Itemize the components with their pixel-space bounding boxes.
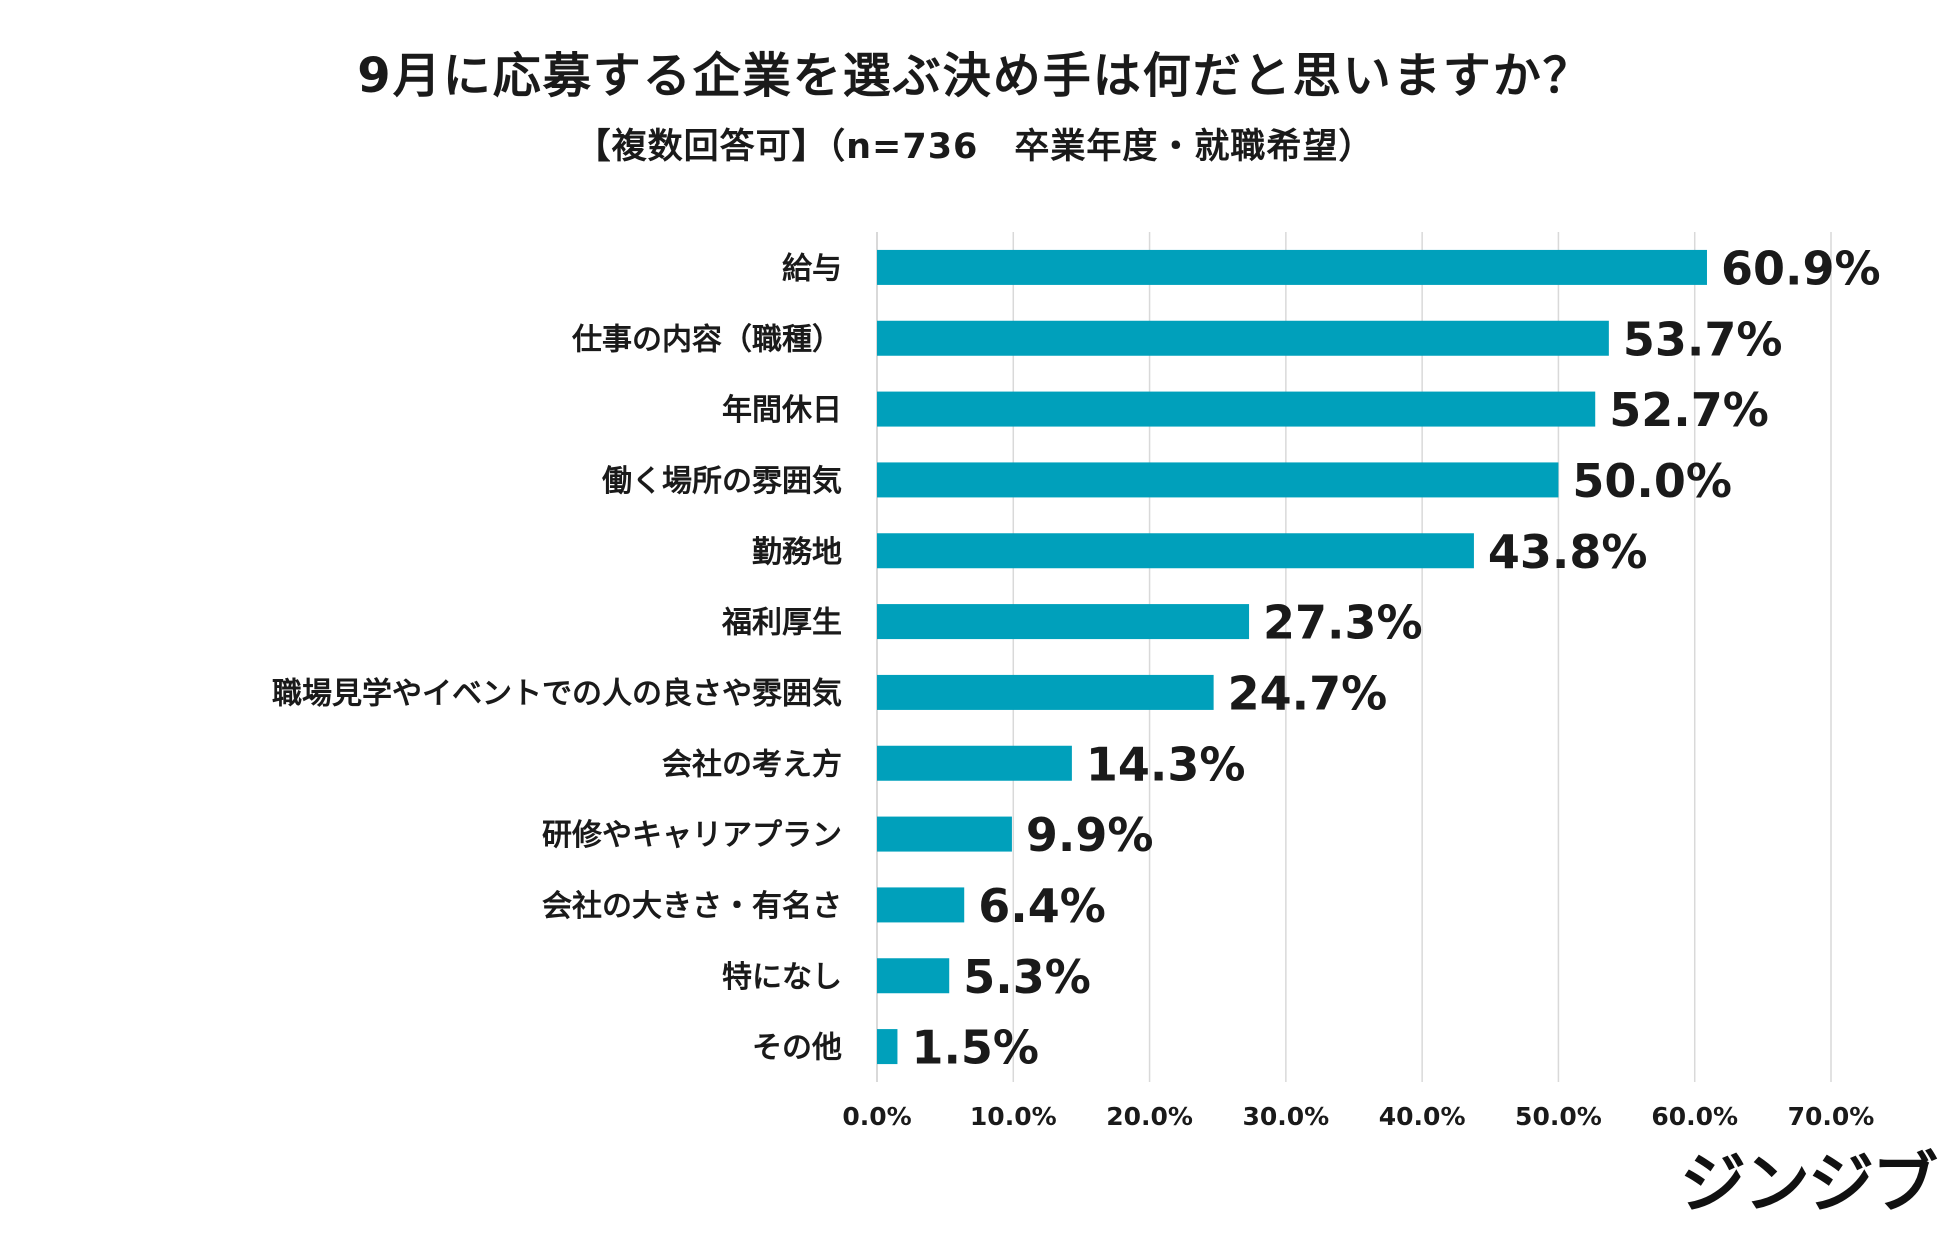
bar [877, 320, 1609, 356]
gridlines [876, 232, 1832, 1082]
category-label: 年間休日 [722, 393, 842, 428]
bar [877, 249, 1707, 285]
bars [877, 249, 1707, 1065]
category-label: 特になし [722, 960, 842, 995]
category-label: 職場見学やイベントでの人の良さや雰囲気 [272, 676, 842, 711]
chart-subtitle: 【複数回答可】（n=736 卒業年度・就職希望） [575, 127, 1375, 167]
category-label: 会社の考え方 [662, 747, 842, 782]
category-label: 会社の大きさ・有名さ [542, 889, 842, 924]
x-tick-label: 60.0% [1651, 1102, 1738, 1131]
brand-logo: ジンジブ [1680, 1145, 1938, 1222]
bar [877, 745, 1072, 781]
category-label: その他 [752, 1031, 842, 1066]
x-axis-ticks: 0.0% 10.0% 20.0% 30.0% 40.0% 50.0% 60.0% 70.0% [842, 1102, 1874, 1131]
value-label: 14.3% [1086, 737, 1246, 791]
category-label: 働く場所の雰囲気 [601, 464, 842, 499]
bar [877, 674, 1214, 710]
value-label: 27.3% [1263, 596, 1423, 650]
value-label: 24.7% [1228, 666, 1388, 720]
value-label: 60.9% [1721, 241, 1881, 295]
bar [877, 958, 950, 994]
bar [877, 533, 1474, 569]
x-tick-label: 10.0% [970, 1102, 1057, 1131]
bar [877, 462, 1559, 498]
value-labels: 60.9% 53.7% 52.7% 50.0% 43.8% 27.3% 24.7% 14.3%… [911, 241, 1880, 1074]
value-label: 53.7% [1623, 312, 1783, 366]
bar [877, 391, 1596, 427]
category-label: 給与 [782, 251, 842, 286]
bar [877, 604, 1250, 640]
value-label: 5.3% [963, 950, 1091, 1004]
bar [877, 887, 965, 923]
value-label: 1.5% [911, 1021, 1039, 1075]
value-label: 52.7% [1609, 383, 1769, 437]
x-tick-label: 40.0% [1379, 1102, 1466, 1131]
category-label: 研修やキャリアプラン [542, 818, 842, 853]
value-label: 43.8% [1488, 525, 1648, 579]
category-label: 仕事の内容（職種） [571, 322, 842, 357]
x-tick-label: 20.0% [1106, 1102, 1193, 1131]
category-label: 福利厚生 [721, 606, 842, 641]
value-label: 6.4% [978, 879, 1106, 933]
x-tick-label: 50.0% [1515, 1102, 1602, 1131]
x-tick-label: 0.0% [842, 1102, 911, 1131]
bar [877, 1029, 898, 1065]
category-label: 勤務地 [752, 535, 842, 570]
x-tick-label: 70.0% [1788, 1102, 1875, 1131]
x-tick-label: 30.0% [1242, 1102, 1329, 1131]
value-label: 50.0% [1572, 454, 1732, 508]
bar [877, 816, 1012, 852]
value-label: 9.9% [1026, 808, 1154, 862]
chart-title: 9月に応募する企業を選ぶ決め手は何だと思いますか？ [357, 48, 1593, 104]
